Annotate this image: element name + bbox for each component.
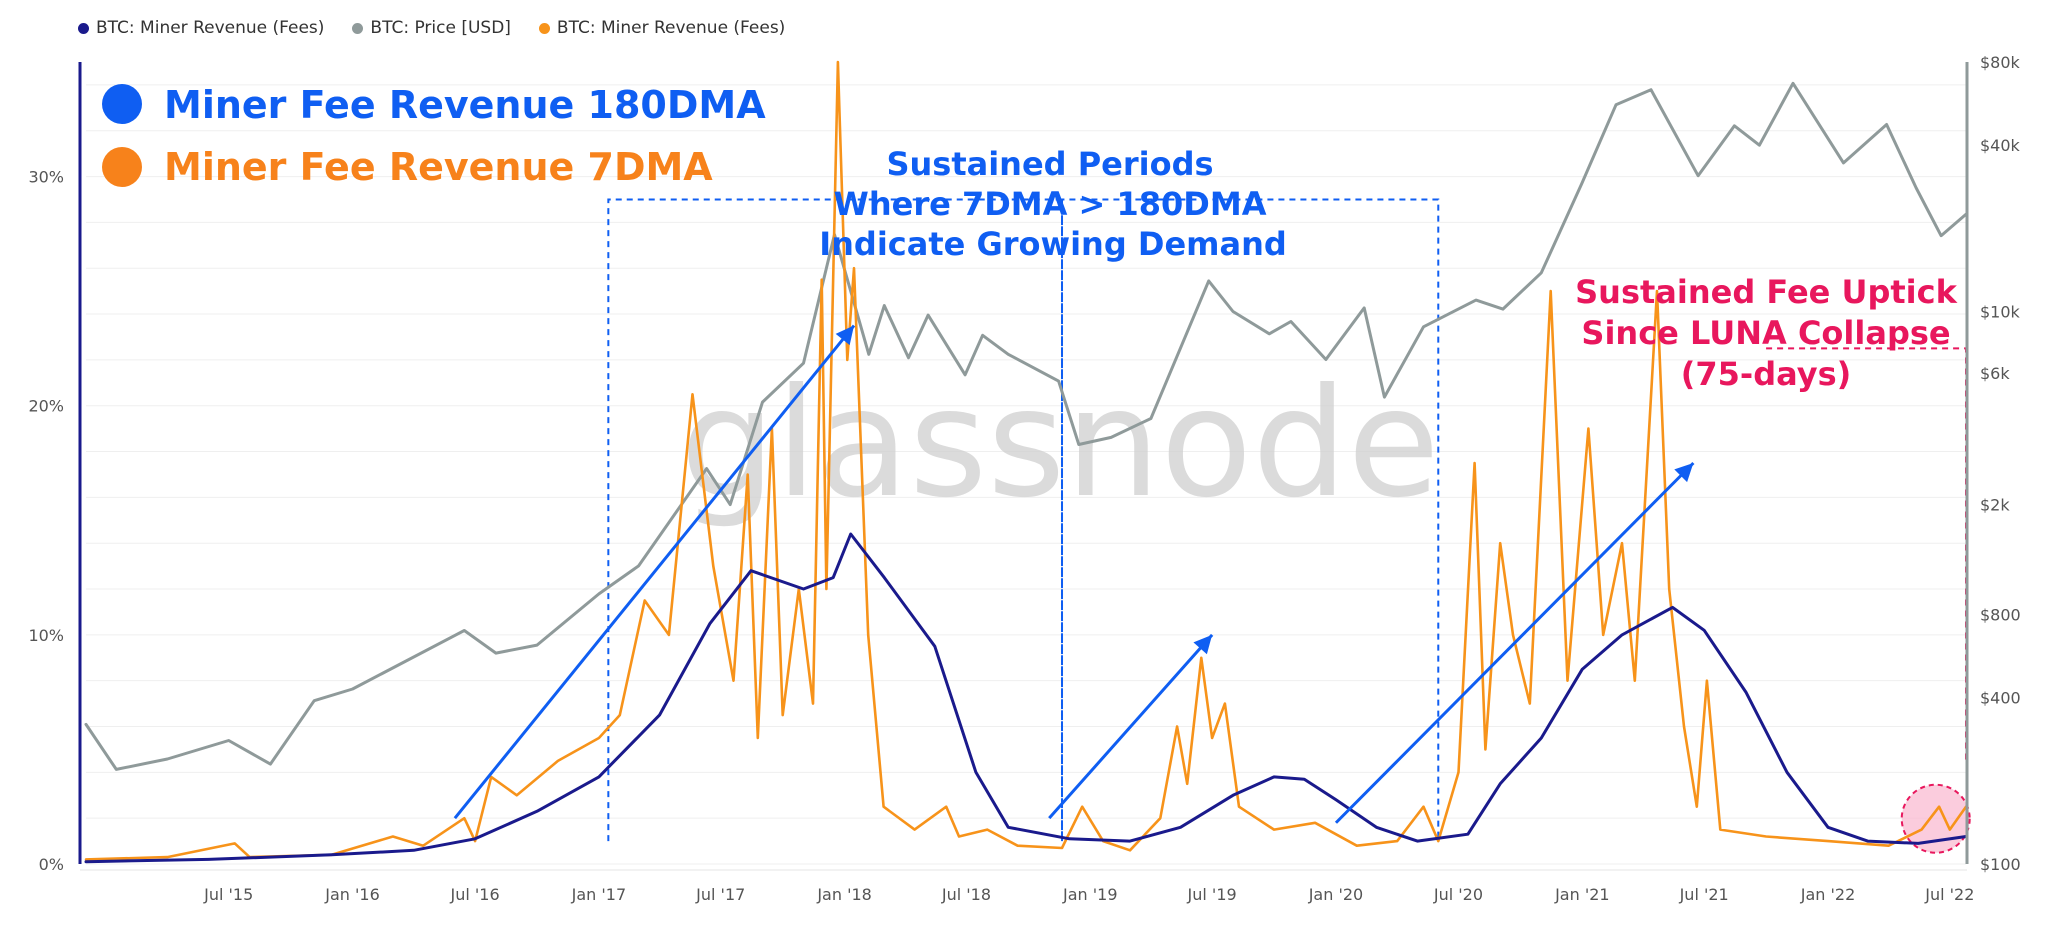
legend-label-price: BTC: Price [USD]	[370, 18, 511, 38]
x-tick-label: Jul '20	[1433, 885, 1483, 904]
legend-dot-price	[352, 22, 364, 34]
x-tick-label: Jul '17	[695, 885, 745, 904]
legend-label-ma7: BTC: Miner Revenue (Fees)	[556, 18, 786, 38]
y-right-tick-label: $800	[1980, 606, 2021, 625]
x-tick-label: Jul '18	[941, 885, 991, 904]
x-tick-label: Jul '21	[1679, 885, 1729, 904]
arrows	[453, 324, 1695, 824]
annotation-luna-line-1: Sustained Fee Uptick	[1575, 273, 1958, 311]
x-tick-label: Jul '15	[203, 885, 253, 904]
trend-arrow-shaft	[1334, 461, 1695, 824]
luna-region-bracket	[1766, 347, 1967, 761]
sustained-region-box	[607, 198, 1064, 842]
y-right-tick-label: $10k	[1980, 302, 2021, 321]
x-tick-label: Jul '16	[449, 885, 499, 904]
x-tick-label: Jul '19	[1187, 885, 1237, 904]
x-tick-label: Jul '22	[1924, 885, 1974, 904]
series-layer	[84, 60, 1968, 864]
legend-label-ma180: BTC: Miner Revenue (Fees)	[96, 18, 325, 38]
y-left-tick-label: 0%	[39, 855, 64, 874]
y-right-tick-label: $6k	[1980, 364, 2010, 383]
series-line-ma180	[84, 532, 1968, 864]
sustained-region-box	[1061, 198, 1440, 842]
annotation-sustained-line-2: Where 7DMA > 180DMA	[834, 185, 1267, 223]
legend: BTC: Miner Revenue (Fees) BTC: Price [US…	[78, 18, 785, 38]
trend-arrow-head	[1193, 634, 1213, 655]
x-tick-label: Jan '18	[816, 885, 872, 904]
x-tick-label: Jan '21	[1554, 885, 1610, 904]
big-legend-label-ma7: Miner Fee Revenue 7DMA	[164, 145, 713, 189]
x-tick-label: Jan '17	[571, 885, 627, 904]
annotation-luna-line-2: Since LUNA Collapse	[1581, 314, 1950, 352]
ticks: Jul '15 Jan '16 Jul '16 Jan '17 Jul '17 Jan '…	[28, 53, 2020, 904]
x-tick-label: Jan '19	[1062, 885, 1118, 904]
big-legend-dot-ma7	[102, 147, 142, 187]
y-left-tick-label: 30%	[28, 168, 64, 187]
luna-highlight-circle	[1900, 783, 1971, 854]
series-line-price	[84, 81, 1968, 771]
trend-arrow-head	[1674, 463, 1694, 483]
trend-arrow-shaft	[453, 324, 856, 820]
x-tick-label: Jan '22	[1800, 885, 1856, 904]
y-left-tick-label: 20%	[28, 397, 64, 416]
y-right-tick-label: $2k	[1980, 496, 2010, 515]
y-right-tick-label: $400	[1980, 689, 2021, 708]
trend-arrow-shaft	[1048, 633, 1214, 820]
y-right-tick-label: $80k	[1980, 53, 2021, 72]
legend-dot-ma180	[78, 22, 89, 34]
big-legend-label-ma180: Miner Fee Revenue 180DMA	[164, 83, 766, 127]
axes	[78, 62, 1969, 871]
legend-item-ma180[interactable]: BTC: Miner Revenue (Fees)	[78, 18, 324, 38]
y-left-tick-label: 10%	[28, 626, 64, 645]
annotation-luna: Sustained Fee Uptick Since LUNA Collapse…	[1575, 273, 1958, 393]
big-legend: Miner Fee Revenue 180DMA Miner Fee Reven…	[102, 83, 766, 189]
y-right-tick-label: $100	[1980, 855, 2021, 874]
x-tick-label: Jan '16	[324, 885, 380, 904]
trend-arrow-head	[835, 325, 855, 346]
x-tick-label: Jan '20	[1308, 885, 1364, 904]
big-legend-dot-ma180	[102, 84, 142, 124]
y-right-tick-label: $40k	[1980, 136, 2021, 155]
annotation-luna-line-3: (75-days)	[1681, 355, 1851, 393]
legend-item-ma7[interactable]: BTC: Miner Revenue (Fees)	[538, 18, 786, 38]
annotation-sustained-line-1: Sustained Periods	[886, 145, 1213, 183]
legend-dot-ma7	[538, 22, 550, 34]
annotation-sustained: Sustained Periods Where 7DMA > 180DMA In…	[819, 145, 1287, 263]
legend-item-price[interactable]: BTC: Price [USD]	[352, 18, 511, 38]
annotation-sustained-line-3: Indicate Growing Demand	[819, 225, 1287, 263]
grid	[86, 84, 1966, 865]
